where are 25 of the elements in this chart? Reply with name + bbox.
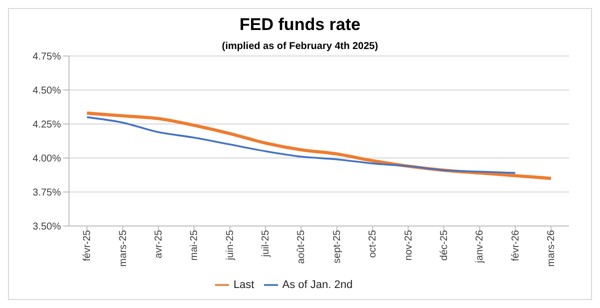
x-tick-label: févr-26: [510, 230, 522, 262]
legend-label: Last: [233, 278, 254, 291]
x-tick-label: mars-26: [546, 230, 558, 267]
chart-subtitle: (implied as of February 4th 2025): [220, 41, 380, 52]
y-tick-label: 4.25%: [32, 120, 62, 131]
y-tick-label: 4.00%: [32, 154, 62, 165]
x-tick-label: mars-25: [118, 230, 129, 267]
y-tick-label: 3.75%: [32, 188, 62, 199]
legend-label: As of Jan. 2nd: [282, 278, 353, 291]
x-tick-label: janv-26: [474, 230, 486, 264]
x-tick-label: nov-25: [403, 230, 414, 261]
x-tick-label: août-25: [296, 230, 308, 264]
x-tick-label: mai-25: [189, 230, 200, 261]
y-tick-label: 3.50%: [32, 222, 62, 233]
x-tick-label: déc-25: [439, 230, 450, 261]
x-tick-label: oct-25: [368, 230, 379, 258]
y-tick-label: 4.50%: [32, 86, 62, 97]
chart-title: FED funds rate: [238, 15, 362, 35]
x-tick-label: juil-25: [260, 230, 272, 258]
x-tick-label: juin-25: [224, 230, 236, 262]
line-series: [86, 116, 516, 174]
x-tick-label: févr-25: [82, 230, 94, 262]
x-tick-label: sept-25: [332, 230, 343, 264]
y-tick-label: 4.75%: [32, 52, 62, 63]
x-tick-label: avr-25: [153, 230, 164, 258]
